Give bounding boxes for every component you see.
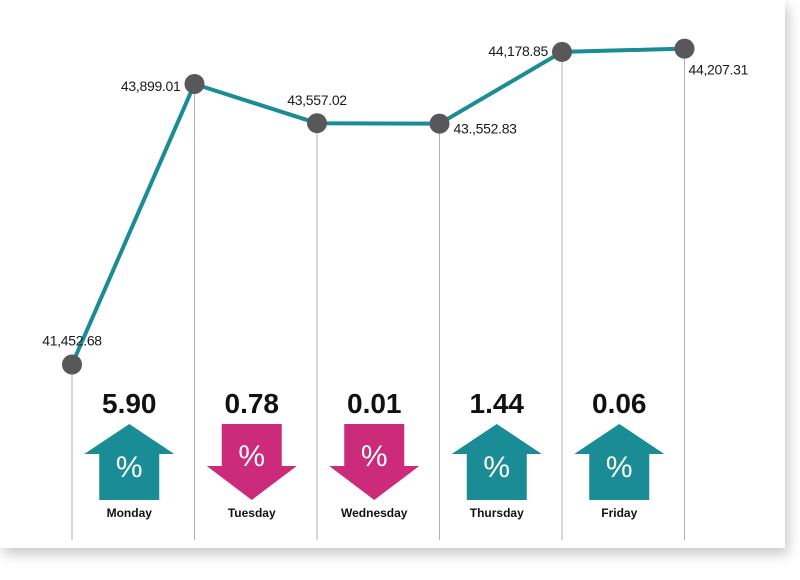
data-point	[552, 41, 572, 62]
data-point	[62, 354, 82, 375]
grid-lines	[71, 48, 685, 540]
point-label: 43,899.01	[121, 78, 181, 94]
series-line	[70, 46, 687, 367]
data-point	[674, 38, 695, 59]
down-arrow-icon	[329, 424, 420, 500]
point-label: 43,557.02	[287, 92, 347, 108]
data-point	[307, 113, 327, 134]
change-wednesday: 0.01% Wednesday	[329, 388, 420, 520]
point-label: 44,178.85	[488, 43, 548, 59]
up-arrow-icon	[574, 424, 665, 500]
chart-panel: 41,452.68 43,899.01 43,557.02 43.,552.83 44,…	[42, 38, 749, 540]
percent-symbol: %	[116, 451, 143, 484]
daily-changes: 5.90% Monday 0.78% Tuesday 0.01% Wednesday 1.4…	[84, 388, 665, 520]
up-arrow-icon	[451, 424, 542, 500]
change-value: 5.90	[102, 388, 157, 419]
point-labels: 41,452.68 43,899.01 43,557.02 43.,552.83 44,…	[42, 43, 749, 349]
change-thursday: 1.44% Thursday	[451, 388, 542, 520]
day-label: Monday	[107, 506, 153, 520]
change-friday: 0.06% Friday	[574, 388, 665, 520]
change-tuesday: 0.78% Tuesday	[206, 388, 297, 520]
data-point	[184, 73, 205, 94]
day-label: Friday	[601, 506, 637, 520]
data-points	[62, 38, 695, 375]
percent-symbol: %	[238, 440, 265, 473]
percent-symbol: %	[606, 451, 633, 484]
point-label: 41,452.68	[42, 332, 102, 348]
change-value: 0.06	[592, 388, 647, 419]
day-label: Wednesday	[341, 506, 408, 520]
change-value: 0.01	[347, 388, 402, 419]
day-label: Thursday	[470, 506, 524, 520]
data-point	[429, 113, 450, 134]
change-value: 1.44	[470, 388, 525, 419]
down-arrow-icon	[206, 424, 297, 500]
day-label: Tuesday	[228, 506, 276, 520]
point-label: 43.,552.83	[454, 121, 518, 137]
percent-symbol: %	[483, 451, 510, 484]
series-line-group	[70, 46, 687, 367]
line-chart: 41,452.68 43,899.01 43,557.02 43.,552.83 44,…	[42, 38, 749, 540]
up-arrow-icon	[84, 424, 175, 500]
percent-symbol: %	[361, 440, 388, 473]
change-value: 0.78	[225, 388, 280, 419]
point-label: 44,207.31	[689, 62, 749, 78]
change-monday: 5.90% Monday	[84, 388, 175, 520]
